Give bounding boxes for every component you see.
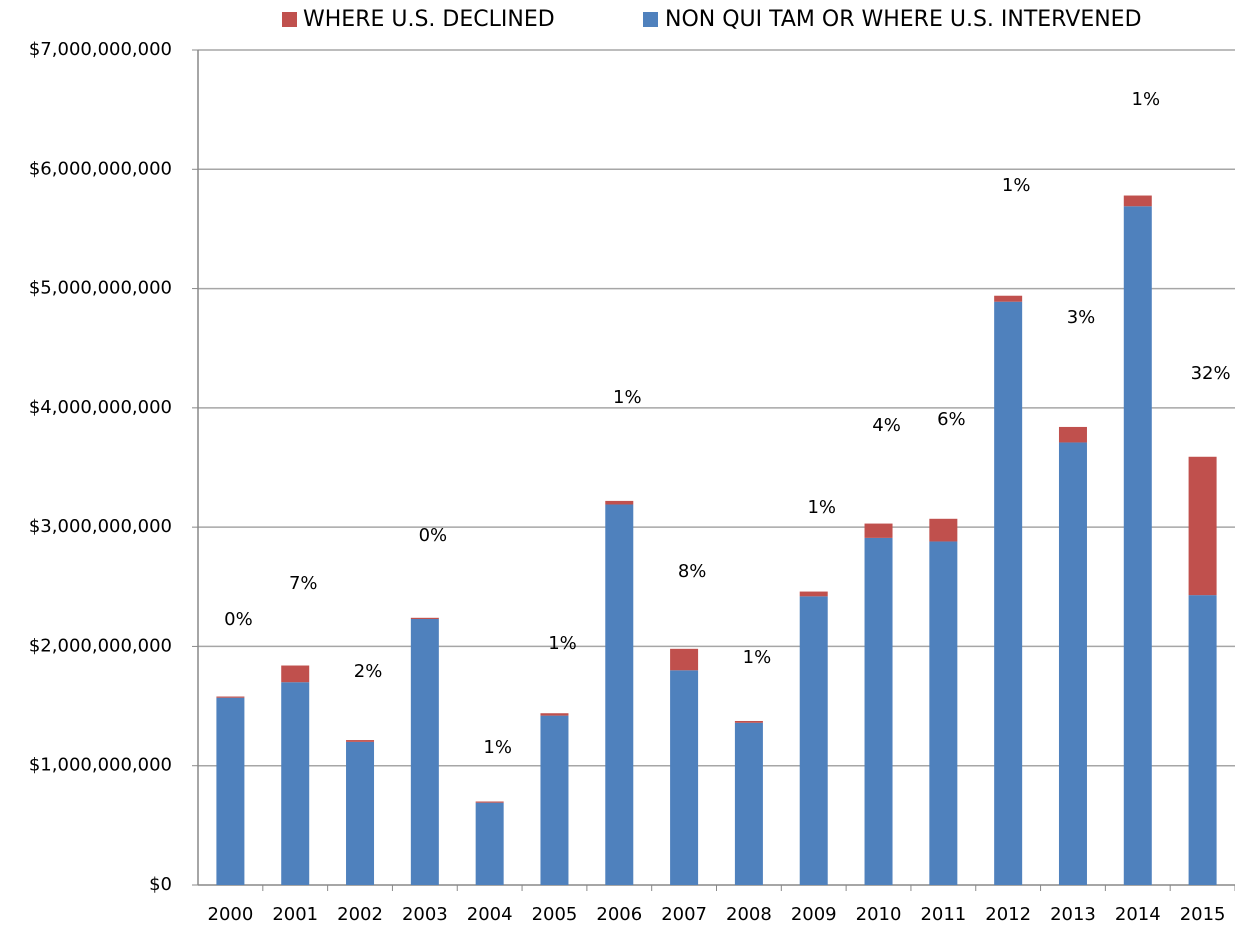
annotation: 1% (613, 387, 642, 408)
bar-segment (1058, 426, 1087, 443)
bar-segment (216, 696, 245, 698)
annotation: 1% (743, 647, 772, 668)
annotation: 2% (354, 661, 383, 682)
bar-segment (994, 301, 1023, 885)
bar-segment (410, 617, 439, 619)
annotation: 8% (678, 561, 707, 582)
annotation: 0% (419, 525, 448, 546)
bar-segment (929, 518, 958, 542)
bar-segment (1188, 595, 1217, 885)
x-tick-label: 2006 (596, 904, 642, 925)
x-tick-label: 2007 (661, 904, 707, 925)
legend-label: WHERE U.S. DECLINED (303, 7, 555, 32)
annotation: 1% (1132, 89, 1161, 110)
annotation: 0% (224, 609, 253, 630)
bar-segment (864, 537, 893, 885)
y-tick-label: $1,000,000,000 (29, 755, 172, 776)
annotation: 3% (1067, 307, 1096, 328)
bar-segment (605, 504, 634, 885)
bar-segment (281, 682, 310, 885)
bar-segment (540, 713, 569, 716)
bar-segment (216, 697, 245, 885)
bar-segment (1123, 206, 1152, 885)
bar-segment (799, 596, 828, 885)
x-tick-label: 2004 (467, 904, 513, 925)
x-tick-label: 2000 (208, 904, 254, 925)
annotation: 1% (483, 737, 512, 758)
bar-segment (734, 720, 763, 723)
x-tick-label: 2014 (1115, 904, 1161, 925)
x-tick-label: 2013 (1050, 904, 1096, 925)
annotation: 1% (807, 497, 836, 518)
x-tick-label: 2003 (402, 904, 448, 925)
y-tick-label: $5,000,000,000 (29, 278, 172, 299)
x-tick-label: 2012 (985, 904, 1031, 925)
bar-segment (799, 591, 828, 597)
bar-segment (1058, 442, 1087, 885)
x-tick-label: 2010 (856, 904, 902, 925)
x-tick-label: 2005 (532, 904, 578, 925)
legend-swatch (643, 12, 658, 27)
annotation: 4% (872, 415, 901, 436)
annotation: 1% (1002, 175, 1031, 196)
annotation: 1% (548, 633, 577, 654)
bar-segment (1123, 195, 1152, 207)
y-tick-label: $4,000,000,000 (29, 397, 172, 418)
annotation: 6% (937, 409, 966, 430)
bar-segment (734, 722, 763, 885)
bar-segment (670, 670, 699, 885)
x-tick-label: 2011 (920, 904, 966, 925)
x-tick-label: 2009 (791, 904, 837, 925)
x-tick-label: 2008 (726, 904, 772, 925)
x-tick-label: 2015 (1180, 904, 1226, 925)
bar-segment (540, 715, 569, 885)
x-tick-label: 2001 (272, 904, 318, 925)
annotation: 32% (1191, 363, 1231, 384)
y-tick-label: $7,000,000,000 (29, 39, 172, 60)
y-tick-label: $6,000,000,000 (29, 158, 172, 179)
bar-segment (346, 740, 375, 742)
bar-segment (864, 523, 893, 538)
bar-segment (475, 801, 504, 803)
bar-segment (346, 741, 375, 885)
bar-segment (994, 295, 1023, 302)
bar-segment (410, 618, 439, 885)
bar-segment (605, 500, 634, 505)
bar-segment (670, 648, 699, 671)
bar-segment (1188, 456, 1217, 596)
y-tick-label: $0 (149, 874, 172, 895)
bar-segment (475, 802, 504, 885)
legend-swatch (282, 12, 297, 27)
bar-segment (281, 665, 310, 683)
y-tick-label: $3,000,000,000 (29, 516, 172, 537)
bar-segment (929, 541, 958, 885)
legend-label: NON QUI TAM OR WHERE U.S. INTERVENED (665, 7, 1142, 32)
x-tick-label: 2002 (337, 904, 383, 925)
annotation: 7% (289, 573, 318, 594)
y-tick-label: $2,000,000,000 (29, 635, 172, 656)
